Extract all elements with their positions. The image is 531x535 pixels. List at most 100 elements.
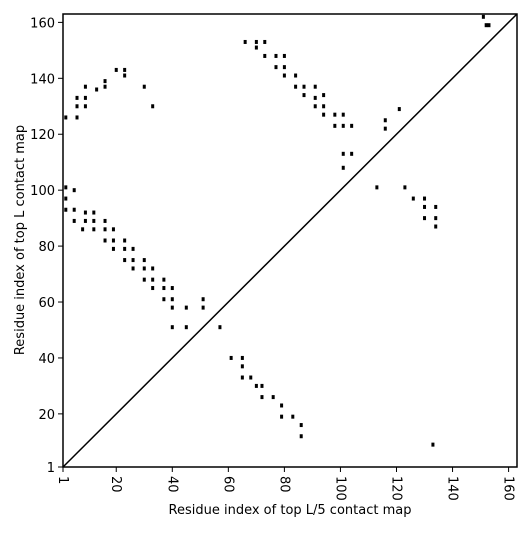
- point: [333, 123, 337, 128]
- point: [411, 196, 415, 201]
- point: [434, 216, 438, 221]
- point: [131, 266, 135, 271]
- point: [484, 23, 488, 28]
- point: [111, 246, 115, 251]
- y-tick-label: 140: [30, 72, 55, 87]
- point: [162, 277, 166, 282]
- point: [299, 434, 303, 439]
- point: [322, 104, 326, 109]
- point: [260, 383, 264, 388]
- point: [397, 107, 401, 112]
- point: [350, 151, 354, 156]
- point: [83, 104, 87, 109]
- point: [434, 224, 438, 229]
- point: [162, 297, 166, 302]
- point: [75, 104, 79, 109]
- point: [254, 383, 258, 388]
- point: [170, 305, 174, 310]
- point: [322, 93, 326, 98]
- point: [313, 95, 317, 100]
- point: [240, 364, 244, 369]
- point: [313, 84, 317, 89]
- point: [313, 104, 317, 109]
- point: [75, 115, 79, 120]
- point: [83, 95, 87, 100]
- point: [254, 45, 258, 50]
- point: [75, 95, 79, 100]
- point: [72, 207, 76, 212]
- point: [341, 151, 345, 156]
- plot-frame: [62, 13, 518, 468]
- point: [333, 112, 337, 117]
- y-tick-label: 120: [30, 128, 55, 143]
- point: [64, 115, 68, 120]
- point: [263, 53, 267, 58]
- point: [170, 297, 174, 302]
- point: [481, 14, 485, 19]
- y-tick-label: 1: [47, 461, 55, 476]
- point: [72, 218, 76, 223]
- point: [201, 305, 205, 310]
- point: [92, 227, 96, 232]
- point: [302, 84, 306, 89]
- x-tick-label: 100: [332, 476, 347, 501]
- x-tick-label: 20: [108, 476, 123, 493]
- point: [111, 238, 115, 243]
- point: [151, 104, 155, 109]
- x-tick-label: 1: [55, 476, 70, 484]
- point: [142, 84, 146, 89]
- point: [282, 65, 286, 70]
- y-tick-label: 40: [38, 352, 55, 367]
- point: [282, 73, 286, 78]
- point: [151, 277, 155, 282]
- point: [229, 355, 233, 360]
- point: [434, 204, 438, 209]
- point: [240, 355, 244, 360]
- point: [291, 414, 295, 419]
- x-axis-label: Residue index of top L/5 contact map: [169, 503, 412, 518]
- point: [341, 123, 345, 128]
- point: [142, 277, 146, 282]
- x-tick-label: 140: [445, 476, 460, 501]
- point: [341, 165, 345, 170]
- point: [260, 395, 264, 400]
- point: [123, 73, 127, 78]
- point: [254, 39, 258, 44]
- point: [170, 286, 174, 291]
- point: [383, 118, 387, 123]
- point: [142, 258, 146, 263]
- point: [92, 210, 96, 215]
- point: [322, 112, 326, 117]
- point: [103, 84, 107, 89]
- point: [103, 79, 107, 84]
- point: [274, 65, 278, 70]
- point: [423, 204, 427, 209]
- y-tick-label: 20: [38, 408, 55, 423]
- x-tick-label: 40: [164, 476, 179, 493]
- y-tick-label: 60: [38, 296, 55, 311]
- point: [423, 216, 427, 221]
- point: [263, 39, 267, 44]
- point: [341, 112, 345, 117]
- point: [299, 423, 303, 428]
- point: [81, 227, 85, 232]
- point: [114, 67, 118, 72]
- point: [64, 196, 68, 201]
- point: [123, 258, 127, 263]
- point: [95, 87, 99, 92]
- y-tick-label: 100: [30, 184, 55, 199]
- point: [240, 375, 244, 380]
- point: [92, 218, 96, 223]
- point: [151, 286, 155, 291]
- point: [218, 325, 222, 330]
- x-tick-label: 80: [276, 476, 291, 493]
- point: [72, 188, 76, 193]
- point: [131, 246, 135, 251]
- point: [83, 84, 87, 89]
- point: [151, 266, 155, 271]
- point: [249, 375, 253, 380]
- point: [282, 53, 286, 58]
- point: [123, 67, 127, 72]
- x-tick-label: 120: [388, 476, 403, 501]
- point: [131, 258, 135, 263]
